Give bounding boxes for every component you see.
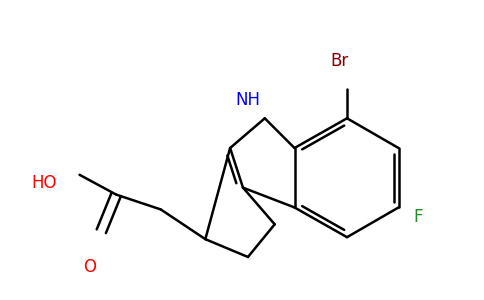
Text: F: F xyxy=(414,208,423,226)
Text: HO: HO xyxy=(31,174,57,192)
Text: NH: NH xyxy=(235,92,260,110)
Text: O: O xyxy=(83,258,96,276)
Text: Br: Br xyxy=(330,52,348,70)
